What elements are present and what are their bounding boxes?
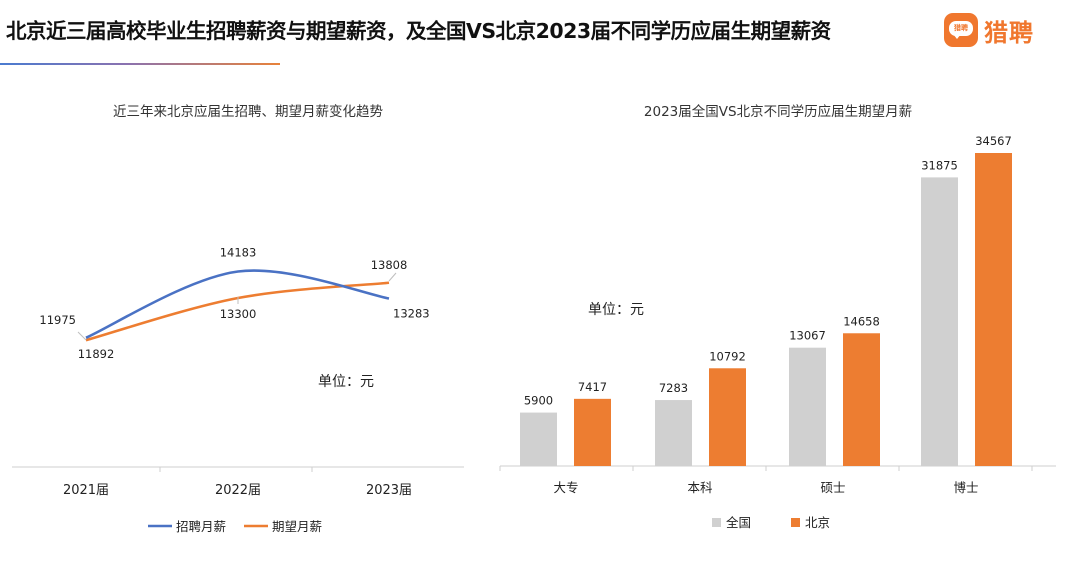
bar-data-label: 34567 xyxy=(975,134,1012,148)
label-leader-line xyxy=(388,272,397,282)
bar-x-tick-label: 硕士 xyxy=(820,480,845,495)
legend-label: 招聘月薪 xyxy=(176,519,226,534)
legend-label: 北京 xyxy=(805,515,830,530)
bar-data-label: 7283 xyxy=(659,381,688,395)
line-chart-unit-label: 单位：元 xyxy=(318,374,374,390)
line-data-label: 14183 xyxy=(220,246,257,260)
bar-data-label: 14658 xyxy=(843,314,880,328)
bar-x-tick-label: 博士 xyxy=(953,480,978,495)
line-data-label: 11892 xyxy=(78,347,115,361)
line-chart-data-labels: 11892 13300 13808 11975 14183 13283 xyxy=(39,246,429,362)
bar-beijing-1 xyxy=(709,368,746,466)
legend-swatch-beijing xyxy=(791,518,800,527)
bar-data-label: 13067 xyxy=(789,329,826,343)
bar-national-2 xyxy=(789,347,826,466)
bar-data-label: 5900 xyxy=(524,394,553,408)
bar-data-label: 31875 xyxy=(921,158,958,172)
brand-name: 猎聘 xyxy=(984,18,1034,47)
line-data-label: 13300 xyxy=(220,307,257,321)
bar-national-1 xyxy=(655,400,692,466)
bar-x-tick-label: 本科 xyxy=(687,480,713,495)
line-chart-title: 近三年来北京应届生招聘、期望月薪变化趋势 xyxy=(113,103,383,120)
legend-label: 期望月薪 xyxy=(272,519,322,534)
bar-national-0 xyxy=(520,412,557,466)
bar-beijing-3 xyxy=(975,153,1012,466)
line-chart-legend: 招聘月薪 期望月薪 xyxy=(148,519,322,534)
liepin-logo-icon: 猎聘 xyxy=(944,13,978,47)
bar-chart-unit-label: 单位：元 xyxy=(588,302,644,318)
brand: 猎聘 猎聘 xyxy=(944,12,1034,48)
bar-chart-x-ticks: 大专 本科 硕士 博士 xyxy=(499,466,1033,495)
bar-beijing-0 xyxy=(574,398,611,466)
label-leader-line xyxy=(77,331,87,341)
bar-chart-bars-group xyxy=(520,153,1012,466)
bar-data-label: 10792 xyxy=(709,349,746,363)
bar-chart-data-labels: 5900 7417 7283 10792 13067 14658 31875 34567 xyxy=(524,134,1012,408)
bar-data-label: 7417 xyxy=(578,380,607,394)
logo-bubble-text: 猎聘 xyxy=(949,21,973,36)
line-x-tick-label: 2021届 xyxy=(63,483,109,498)
title-underline xyxy=(0,63,280,65)
legend-label: 全国 xyxy=(726,515,751,530)
bar-national-3 xyxy=(921,177,958,466)
page-title: 北京近三届高校毕业生招聘薪资与期望薪资，及全国VS北京2023届不同学历应届生期… xyxy=(6,19,831,43)
line-data-label: 13808 xyxy=(371,258,408,272)
legend-swatch-national xyxy=(712,518,721,527)
bar-chart-legend: 全国 北京 xyxy=(712,515,830,530)
bar-x-tick-label: 大专 xyxy=(553,480,578,495)
line-x-tick-label: 2022届 xyxy=(215,483,261,498)
line-chart-x-ticks: 2021届 2022届 2023届 xyxy=(63,467,412,498)
line-x-tick-label: 2023届 xyxy=(366,483,412,498)
bar-beijing-2 xyxy=(843,333,880,466)
line-data-label: 11975 xyxy=(39,313,76,327)
line-data-label: 13283 xyxy=(393,307,430,321)
bar-chart-title: 2023届全国VS北京不同学历应届生期望月薪 xyxy=(644,103,912,120)
